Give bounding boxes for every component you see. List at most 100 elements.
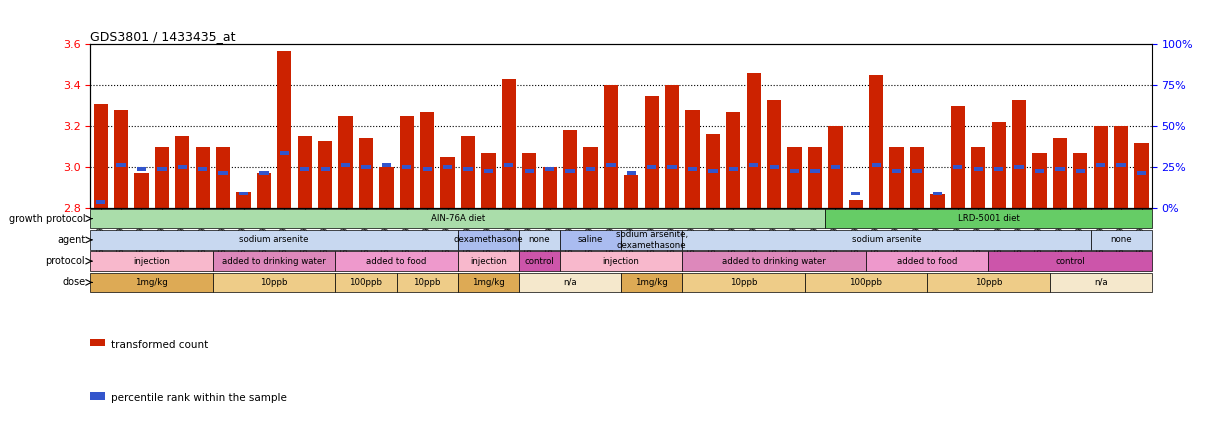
Bar <box>522 153 537 208</box>
Bar <box>747 73 761 208</box>
Bar <box>749 163 759 167</box>
Bar <box>154 147 169 208</box>
Bar <box>136 167 146 171</box>
Text: 1mg/kg: 1mg/kg <box>472 278 505 287</box>
Bar <box>973 167 983 171</box>
Text: AIN-76A diet: AIN-76A diet <box>431 214 485 223</box>
Text: sodium arsenite,
dexamethasone: sodium arsenite, dexamethasone <box>615 230 687 250</box>
Bar <box>519 251 560 271</box>
Text: added to food: added to food <box>367 257 427 266</box>
Bar <box>687 167 697 171</box>
Bar <box>1076 169 1085 173</box>
Bar <box>484 169 493 173</box>
Bar <box>443 165 452 169</box>
Bar <box>804 273 927 292</box>
Text: control: control <box>1055 257 1085 266</box>
Bar <box>810 169 820 173</box>
Bar <box>708 169 718 173</box>
Bar <box>769 165 779 169</box>
Bar <box>563 130 578 208</box>
Bar <box>519 230 560 250</box>
Bar <box>90 230 458 250</box>
Text: n/a: n/a <box>563 278 576 287</box>
Text: injection: injection <box>470 257 507 266</box>
Text: 10ppb: 10ppb <box>730 278 757 287</box>
Bar <box>728 167 738 171</box>
Bar <box>648 165 656 169</box>
Bar <box>359 139 373 208</box>
Bar <box>685 110 699 208</box>
Bar <box>991 122 1006 208</box>
Bar <box>1049 273 1152 292</box>
Bar <box>683 230 1090 250</box>
Bar <box>318 140 333 208</box>
Bar <box>90 251 213 271</box>
Text: agent: agent <box>57 235 86 245</box>
Bar <box>525 169 534 173</box>
Bar <box>767 99 781 208</box>
Bar <box>402 165 411 169</box>
Text: transformed count: transformed count <box>111 340 209 350</box>
Bar <box>870 75 883 208</box>
Bar <box>339 116 352 208</box>
Bar <box>627 171 636 175</box>
Bar <box>198 167 207 171</box>
Bar <box>726 112 740 208</box>
Bar <box>259 171 269 175</box>
Bar <box>584 147 598 208</box>
Text: percentile rank within the sample: percentile rank within the sample <box>111 393 287 403</box>
Bar <box>950 106 965 208</box>
Text: sodium arsenite: sodium arsenite <box>239 235 309 244</box>
Text: added to food: added to food <box>897 257 958 266</box>
Bar <box>239 192 248 195</box>
Bar <box>481 153 496 208</box>
Text: sodium arsenite: sodium arsenite <box>851 235 921 244</box>
Bar <box>461 136 475 208</box>
Bar <box>566 169 575 173</box>
Bar <box>96 200 105 204</box>
Bar <box>683 273 804 292</box>
Bar <box>543 167 557 208</box>
Bar <box>788 147 802 208</box>
Bar <box>994 167 1003 171</box>
Text: none: none <box>528 235 550 244</box>
Bar <box>1137 171 1146 175</box>
Text: control: control <box>525 257 555 266</box>
Bar <box>257 173 271 208</box>
Bar <box>953 165 962 169</box>
Bar <box>706 135 720 208</box>
Bar <box>621 230 683 250</box>
Text: protocol: protocol <box>46 256 86 266</box>
Text: dose: dose <box>62 278 86 287</box>
Bar <box>458 251 519 271</box>
Bar <box>644 95 658 208</box>
Bar <box>213 251 335 271</box>
Bar <box>890 147 903 208</box>
Bar <box>94 104 107 208</box>
Text: injection: injection <box>603 257 639 266</box>
Bar <box>1014 165 1024 169</box>
Bar <box>1012 99 1026 208</box>
Bar <box>1053 139 1067 208</box>
Text: added to drinking water: added to drinking water <box>222 257 326 266</box>
Bar <box>1096 163 1106 167</box>
Bar <box>420 112 434 208</box>
Bar <box>932 192 942 195</box>
Bar <box>560 251 683 271</box>
Bar <box>341 163 350 167</box>
Text: 100ppb: 100ppb <box>849 278 883 287</box>
Bar <box>927 273 1049 292</box>
Bar <box>218 171 228 175</box>
Text: 10ppb: 10ppb <box>260 278 288 287</box>
Bar <box>113 110 128 208</box>
Bar <box>625 175 638 208</box>
Bar <box>236 192 251 208</box>
Bar <box>90 273 213 292</box>
Bar <box>872 163 880 167</box>
Bar <box>379 167 393 208</box>
Bar <box>829 126 843 208</box>
Bar <box>397 273 458 292</box>
Bar <box>335 251 458 271</box>
Bar <box>1135 143 1148 208</box>
Bar <box>971 147 985 208</box>
